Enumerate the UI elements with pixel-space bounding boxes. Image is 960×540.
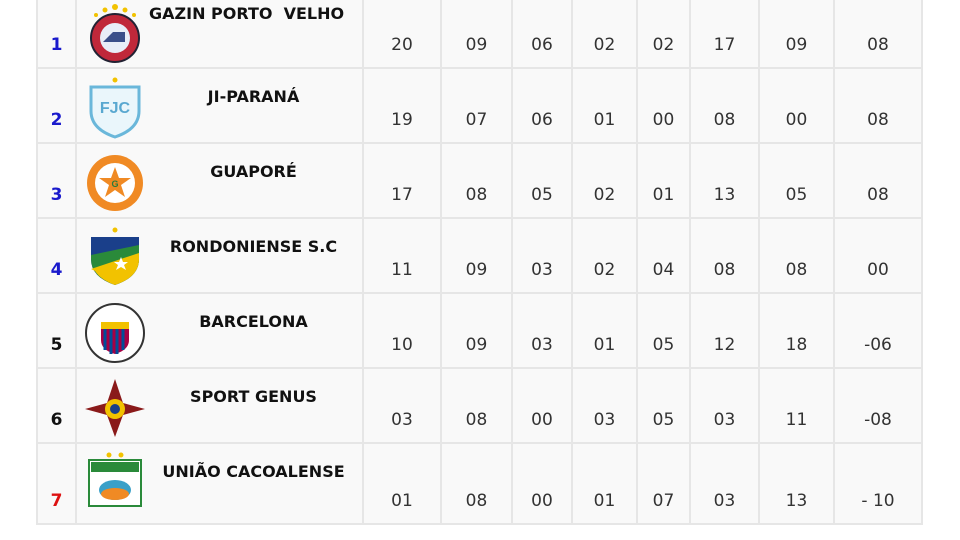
svg-text:G: G	[111, 179, 118, 189]
team-name: JI-PARANÁ	[207, 87, 300, 106]
rondoniense-crest-icon	[91, 227, 139, 285]
goal-difference: - 10	[833, 442, 923, 525]
standings-table: 1 GAZIN PORTO VELHO 20 09 06 02 02 17 09 08 2 FJC JI…	[36, 0, 923, 525]
losses: 05	[636, 292, 691, 369]
table-row: 4 RONDONIENSE S.C 11 09 03 02 04 08 08 00	[36, 217, 923, 294]
games: 09	[440, 217, 513, 294]
goals-against: 08	[758, 217, 835, 294]
losses: 04	[636, 217, 691, 294]
rank: 5	[36, 292, 77, 369]
rank: 7	[36, 442, 77, 525]
table-row: 3 G GUAPORÉ 17 08 05 02 01 13 05 08	[36, 142, 923, 219]
rank: 4	[36, 217, 77, 294]
team-cell: SPORT GENUS	[75, 367, 364, 444]
draws: 01	[571, 442, 638, 525]
points: 10	[362, 292, 442, 369]
rank: 2	[36, 67, 77, 144]
team-cell: UNIÃO CACOALENSE	[75, 442, 364, 525]
team-cell: FJC JI-PARANÁ	[75, 67, 364, 144]
draws: 01	[571, 292, 638, 369]
goal-difference: 08	[833, 67, 923, 144]
team-cell: RONDONIENSE S.C	[75, 217, 364, 294]
team-name: RONDONIENSE S.C	[169, 237, 338, 256]
games: 08	[440, 442, 513, 525]
goal-difference: -08	[833, 367, 923, 444]
table-row: 5 BARCELONA 10 09 03 01 05 12 18 -06	[36, 292, 923, 369]
games: 07	[440, 67, 513, 144]
wins: 03	[511, 217, 573, 294]
goals-for: 12	[689, 292, 760, 369]
wins: 00	[511, 442, 573, 525]
points: 01	[362, 442, 442, 525]
table-row: 6 SPORT GENUS 03 08 00 03 05 03 11 -08	[36, 367, 923, 444]
goal-difference: 08	[833, 142, 923, 219]
draws: 02	[571, 0, 638, 69]
wins: 06	[511, 0, 573, 69]
team-cell: G GUAPORÉ	[75, 142, 364, 219]
barcelona-crest-icon	[85, 303, 145, 363]
wins: 06	[511, 67, 573, 144]
gazin-porto-velho-crest-icon	[90, 4, 140, 63]
wins: 03	[511, 292, 573, 369]
rank: 6	[36, 367, 77, 444]
rank: 1	[36, 0, 77, 69]
goals-against: 09	[758, 0, 835, 69]
wins: 05	[511, 142, 573, 219]
points: 03	[362, 367, 442, 444]
goals-against: 05	[758, 142, 835, 219]
points: 11	[362, 217, 442, 294]
team-name: UNIÃO CACOALENSE	[162, 462, 345, 481]
goals-for: 17	[689, 0, 760, 69]
goals-for: 08	[689, 67, 760, 144]
losses: 00	[636, 67, 691, 144]
points: 19	[362, 67, 442, 144]
ji-parana-crest-icon: FJC	[89, 77, 141, 139]
goals-for: 03	[689, 367, 760, 444]
guapore-crest-icon: G	[87, 155, 143, 211]
sport-genus-crest-icon	[85, 379, 145, 437]
games: 09	[440, 0, 513, 69]
rank: 3	[36, 142, 77, 219]
table-row: 2 FJC JI-PARANÁ 19 07 06 01 00 08 00 08	[36, 67, 923, 144]
team-name: SPORT GENUS	[190, 387, 317, 406]
wins: 00	[511, 367, 573, 444]
draws: 02	[571, 142, 638, 219]
goals-against: 13	[758, 442, 835, 525]
goal-difference: 00	[833, 217, 923, 294]
team-name: BARCELONA	[199, 312, 308, 331]
uniao-cacoalense-crest-icon	[88, 452, 142, 507]
goals-against: 11	[758, 367, 835, 444]
draws: 01	[571, 67, 638, 144]
losses: 01	[636, 142, 691, 219]
losses: 07	[636, 442, 691, 525]
team-cell: GAZIN PORTO VELHO	[75, 0, 364, 69]
svg-text:FJC: FJC	[100, 100, 131, 117]
games: 08	[440, 367, 513, 444]
goal-difference: 08	[833, 0, 923, 69]
losses: 05	[636, 367, 691, 444]
points: 20	[362, 0, 442, 69]
games: 09	[440, 292, 513, 369]
team-name: GAZIN PORTO VELHO	[149, 4, 345, 23]
goals-against: 18	[758, 292, 835, 369]
goals-for: 13	[689, 142, 760, 219]
team-name: GUAPORÉ	[210, 162, 297, 181]
losses: 02	[636, 0, 691, 69]
draws: 03	[571, 367, 638, 444]
table-row: 7 UNIÃO CACOALENSE 01 08 00 01 07 03 13- 10	[36, 442, 923, 525]
goals-against: 00	[758, 67, 835, 144]
goal-difference: -06	[833, 292, 923, 369]
goals-for: 03	[689, 442, 760, 525]
goals-for: 08	[689, 217, 760, 294]
games: 08	[440, 142, 513, 219]
points: 17	[362, 142, 442, 219]
team-cell: BARCELONA	[75, 292, 364, 369]
table-row: 1 GAZIN PORTO VELHO 20 09 06 02 02 17 09 08	[36, 0, 923, 69]
draws: 02	[571, 217, 638, 294]
